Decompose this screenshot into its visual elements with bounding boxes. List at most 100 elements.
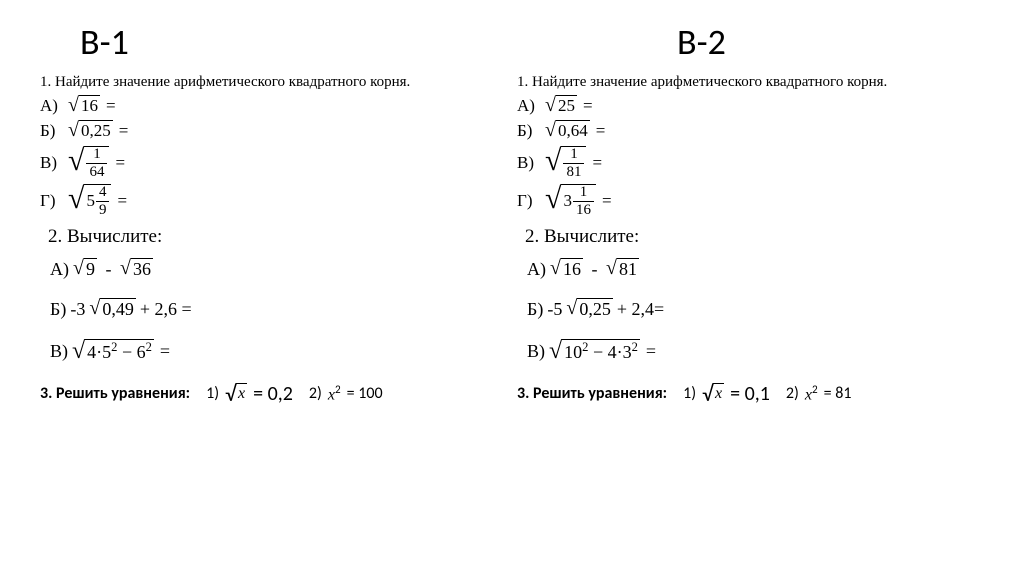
- minus: -: [101, 259, 116, 280]
- sqrt-icon: √16: [550, 258, 583, 281]
- equals: =: [119, 121, 129, 141]
- mixed-number: 5 49: [86, 185, 109, 218]
- task3-label: 3. Решить уравнения:: [517, 384, 667, 403]
- task3-part1: 1) √x = 0,1: [683, 382, 770, 406]
- radicand: x: [236, 383, 247, 403]
- item-label: А): [50, 259, 69, 280]
- radicand: 164: [84, 146, 109, 180]
- equals: =: [115, 153, 125, 173]
- task1-v: В) √ 181 =: [517, 146, 984, 180]
- equals: =: [583, 96, 593, 116]
- radicand: 9: [84, 258, 97, 281]
- variant-title: В-2: [677, 20, 984, 64]
- task1-a: А) √16 =: [40, 95, 507, 116]
- equals: =: [106, 96, 116, 116]
- denominator: 9: [96, 201, 110, 218]
- radicand: 0,64: [556, 120, 590, 141]
- item-label: Г): [517, 191, 541, 211]
- sqrt-icon: √16: [68, 95, 100, 116]
- sqrt-icon: √9: [73, 258, 97, 281]
- item-label: А): [527, 259, 546, 280]
- task2-b: Б) -5 √0,25 + 2,4=: [527, 298, 984, 321]
- task1-title: 1. Найдите значение арифметического квад…: [517, 74, 984, 91]
- task1-a: А) √25 =: [517, 95, 984, 116]
- worksheet: В-1 1. Найдите значение арифметического …: [40, 20, 984, 406]
- radicand: 25: [556, 95, 577, 116]
- rhs: = 81: [824, 384, 852, 403]
- task1-b: Б) √0,25 =: [40, 120, 507, 141]
- whole: 3: [563, 191, 572, 211]
- radicand: 0,49: [100, 298, 136, 321]
- radicand: 0,25: [79, 120, 113, 141]
- fraction: 164: [86, 147, 107, 180]
- task3-label: 3. Решить уравнения:: [40, 384, 190, 403]
- lhs: x2: [805, 383, 818, 404]
- part-label: 1): [683, 384, 696, 403]
- sqrt-icon: √0,49: [89, 298, 135, 321]
- item-label: Б): [50, 299, 66, 320]
- item-label: В): [517, 153, 541, 173]
- denominator: 81: [563, 163, 584, 180]
- sqrt-icon: √81: [606, 258, 639, 281]
- fraction: 49: [96, 185, 110, 218]
- task2-title: 2. Вычислите:: [48, 226, 507, 248]
- lhs: x2: [328, 383, 341, 404]
- mixed-number: 3 116: [563, 185, 594, 218]
- sqrt-icon: √25: [545, 95, 577, 116]
- fraction: 181: [563, 147, 584, 180]
- sqrt-icon: √x: [225, 383, 247, 405]
- coefficient: -5: [547, 299, 562, 320]
- equals: =: [596, 121, 606, 141]
- sqrt-icon: √ 3 116: [545, 184, 596, 218]
- part-label: 1): [206, 384, 219, 403]
- item-label: А): [40, 96, 64, 116]
- whole: 5: [86, 191, 95, 211]
- task2-v: В) √102 − 4·32 =: [527, 339, 984, 364]
- radicand: 16: [79, 95, 100, 116]
- radicand: 4·52 − 62: [85, 339, 154, 364]
- radicand: 0,25: [577, 298, 613, 321]
- sqrt-icon: √4·52 − 62: [72, 339, 154, 364]
- tail: + 2,6 =: [140, 299, 192, 320]
- task1-g: Г) √ 3 116 =: [517, 184, 984, 218]
- task2-b: Б) -3 √0,49 + 2,6 =: [50, 298, 507, 321]
- denominator: 16: [573, 201, 594, 218]
- item-label: Г): [40, 191, 64, 211]
- task3-part1: 1) √x = 0,2: [206, 382, 293, 406]
- item-label: Б): [517, 121, 541, 141]
- tail: + 2,4=: [617, 299, 664, 320]
- item-label: В): [50, 341, 68, 362]
- task1-title: 1. Найдите значение арифметического квад…: [40, 74, 507, 91]
- part-label: 2): [309, 384, 322, 403]
- item-label: В): [40, 153, 64, 173]
- equals: =: [592, 153, 602, 173]
- sqrt-icon: √ 164: [68, 146, 109, 180]
- task3: 3. Решить уравнения: 1) √x = 0,2 2) x2 =…: [40, 382, 507, 406]
- variant-2: В-2 1. Найдите значение арифметического …: [517, 20, 984, 406]
- equals: =: [646, 341, 656, 362]
- radicand: x: [713, 383, 724, 403]
- item-label: Б): [40, 121, 64, 141]
- equals: =: [602, 191, 612, 211]
- task2-v: В) √4·52 − 62 =: [50, 339, 507, 364]
- sqrt-icon: √102 − 4·32: [549, 339, 640, 364]
- task2-title: 2. Вычислите:: [525, 226, 984, 248]
- minus: -: [587, 259, 602, 280]
- radicand: 102 − 4·32: [562, 339, 640, 364]
- task3-part2: 2) x2 = 81: [786, 383, 852, 404]
- coefficient: -3: [70, 299, 85, 320]
- part-label: 2): [786, 384, 799, 403]
- numerator: 1: [567, 147, 581, 163]
- sqrt-icon: √0,25: [68, 120, 113, 141]
- radicand: 16: [561, 258, 583, 281]
- equals: =: [160, 341, 170, 362]
- radicand: 36: [131, 258, 153, 281]
- numerator: 1: [577, 185, 591, 201]
- sqrt-icon: √ 5 49: [68, 184, 111, 218]
- radicand: 3 116: [561, 184, 596, 218]
- task1-v: В) √ 164 =: [40, 146, 507, 180]
- sqrt-icon: √x: [702, 383, 724, 405]
- item-label: В): [527, 341, 545, 362]
- numerator: 4: [96, 185, 110, 201]
- rhs: = 100: [347, 384, 383, 403]
